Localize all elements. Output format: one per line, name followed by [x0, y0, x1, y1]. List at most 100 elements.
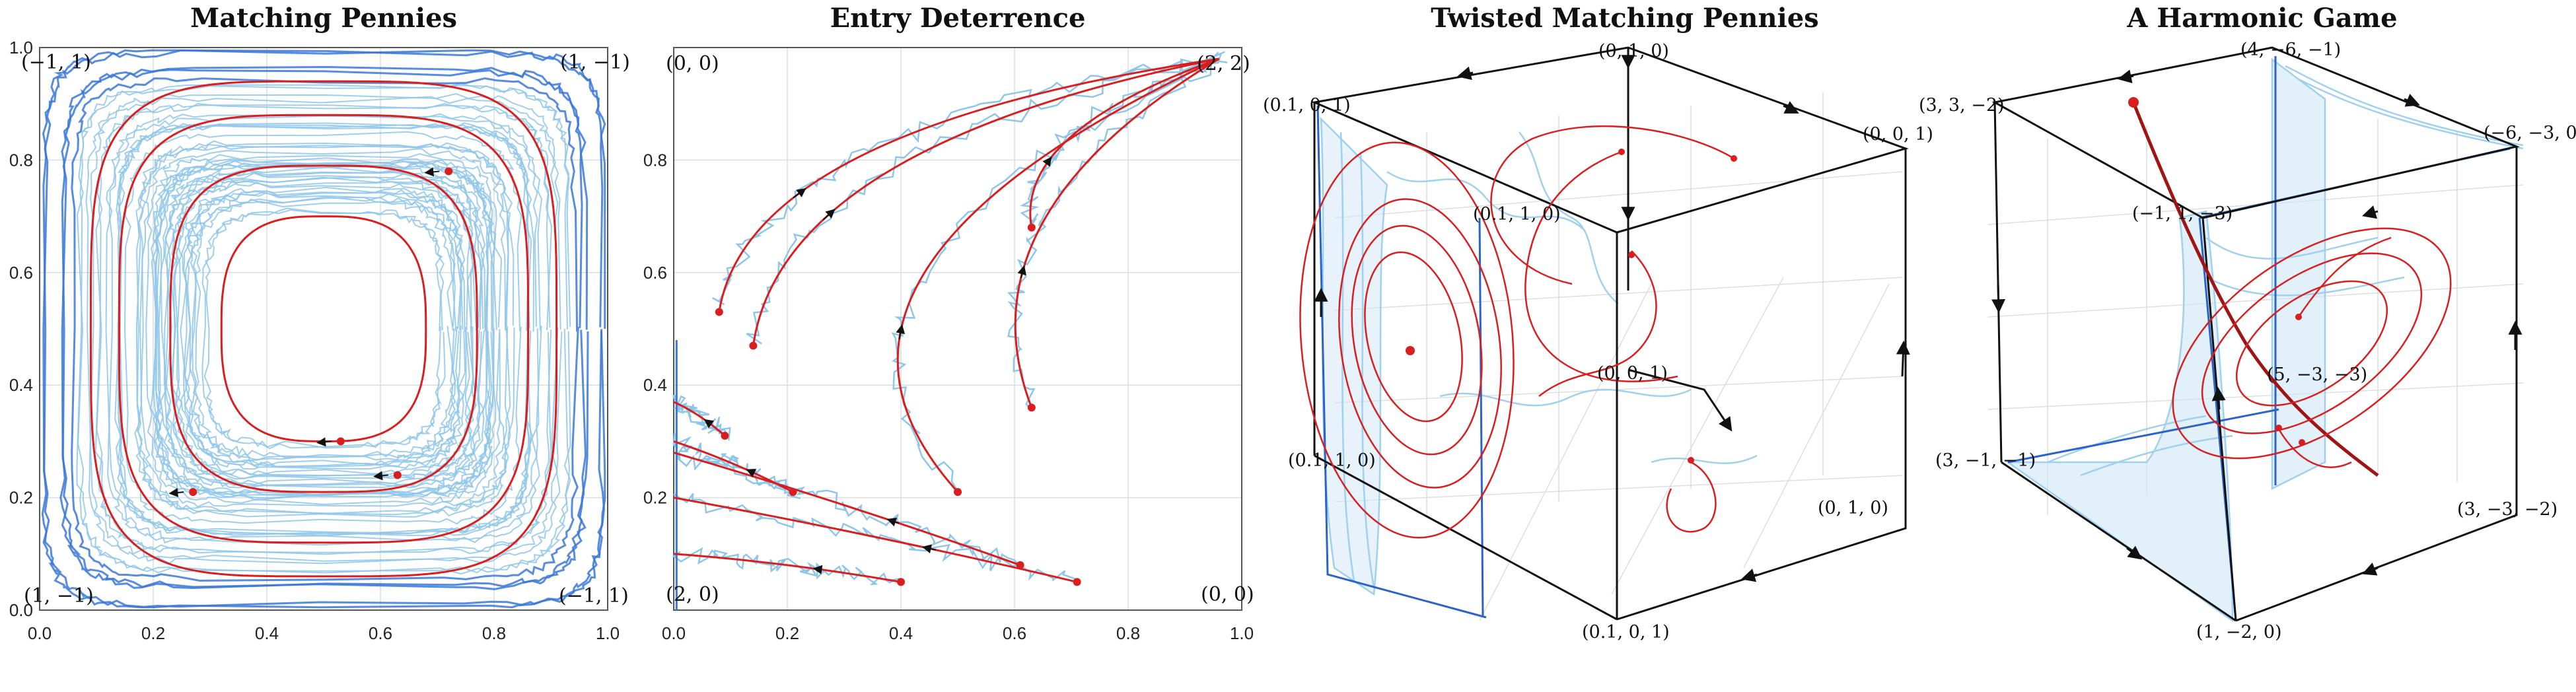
- mp-stochastic-orbit: [170, 176, 478, 480]
- hg-vertex-label-5: (5, −3, −3): [2267, 364, 2367, 385]
- ed-start-point: [954, 488, 962, 497]
- hg-vertex-label-1: (4, −6, −1): [2240, 40, 2341, 60]
- ed-corner-bottom-right: (0, 0): [1201, 583, 1254, 606]
- ed-x-tick-label: 1.0: [1230, 623, 1254, 643]
- ed-deterministic-path: [673, 401, 726, 437]
- hg-dark-blue-edges: [2007, 56, 2511, 621]
- tmp-start-points: [1406, 149, 1737, 464]
- mp-direction-arrow: [316, 437, 332, 447]
- ed-deterministic-path: [673, 497, 1077, 583]
- mp-stochastic-orbit: [150, 157, 497, 501]
- mp-stochastic-orbit: [71, 77, 579, 582]
- mp-stochastic-orbit: [189, 196, 458, 462]
- tmp-vertex-label-7: (0, 1, 0): [1818, 498, 1888, 518]
- mp-corner-top-left: (−1, 1): [21, 51, 91, 74]
- ed-x-tick-label: 0.4: [889, 623, 913, 643]
- hg-vertex-label-2: (3, 3, −2): [1919, 95, 2005, 116]
- panel-title-twisted-matching-pennies: Twisted Matching Pennies: [1431, 3, 1819, 34]
- ed-y-tick-label: 0.2: [643, 488, 667, 508]
- mp-stochastic-orbit: [41, 49, 606, 609]
- ed-stochastic-path: [1020, 53, 1223, 226]
- ed-x-tick-label: 0.0: [662, 623, 686, 643]
- panel-title-harmonic-game: A Harmonic Game: [2127, 3, 2398, 34]
- ed-direction-arrow: [921, 544, 937, 554]
- hg-cube-edges: [1991, 46, 2522, 622]
- mp-stochastic-orbit: [150, 158, 495, 498]
- entry-deterrence-plot: 0.0 0.2 0.4 0.6 0.8 1.0 0.2 0.4 0.6 0.8 (0, 0) (2…: [643, 47, 1254, 643]
- ed-direction-arrow: [746, 469, 757, 477]
- tmp-vertex-label-6: (0.1, 1, 0): [1288, 450, 1376, 471]
- ed-deterministic-path: [718, 57, 1219, 312]
- mp-start-point: [189, 488, 197, 497]
- twisted-matching-pennies-plot: (0, 1, 0) (0, 0, 1) (0.1, 0, 1) (0.1, 1,…: [1263, 41, 1933, 642]
- tmp-cube-edges: [1310, 46, 1910, 621]
- mp-direction-arrow: [168, 488, 184, 497]
- mp-stochastic-orbit: [42, 49, 606, 608]
- mp-stochastic-orbit: [194, 201, 454, 458]
- ed-x-tick-label: 0.6: [1003, 623, 1026, 643]
- mp-y-tick-label: 0.0: [9, 600, 33, 620]
- mp-stochastic-orbit: [61, 69, 587, 590]
- ed-corner-top-left: (0, 0): [666, 52, 719, 75]
- ed-corner-top-right: (2, 2): [1197, 52, 1250, 75]
- hg-vertex-label-3: (−6, −3, 0): [2484, 123, 2576, 143]
- mp-y-tick-label: 0.6: [9, 263, 33, 283]
- mp-start-point: [393, 471, 402, 479]
- mp-y-tick-label: 0.8: [9, 150, 33, 170]
- mp-deterministic-orbit: [89, 80, 558, 578]
- ed-deterministic-path: [896, 57, 1220, 493]
- harmonic-game-plot: (4, −6, −1) (3, 3, −2) (−6, −3, 0) (−1, …: [1919, 40, 2576, 642]
- ed-deterministic-path: [673, 553, 902, 583]
- ed-stochastic-path: [891, 63, 1212, 491]
- mp-deterministic-orbit: [118, 114, 530, 544]
- matching-pennies-frame: [39, 47, 608, 611]
- mp-x-tick-label: 0.6: [369, 623, 392, 643]
- ed-start-point: [1027, 223, 1036, 232]
- tmp-vertex-label-2: (0, 0, 1): [1863, 124, 1933, 145]
- mp-x-tick-label: 0.4: [255, 623, 279, 643]
- mp-x-tick-label: 0.0: [28, 623, 52, 643]
- ed-stochastic-path: [1007, 52, 1219, 410]
- tmp-vertex-label-4: (0.1, 1, 0): [1473, 204, 1561, 225]
- mp-stochastic-orbit: [85, 92, 563, 565]
- mp-stochastic-orbit: [190, 196, 456, 461]
- ed-stochastic-path: [711, 51, 1225, 306]
- mp-x-tick-label: 0.2: [141, 623, 165, 643]
- mp-stochastic-orbit: [117, 123, 532, 534]
- ed-y-tick-label: 0.8: [643, 150, 667, 170]
- ed-direction-arrow: [886, 517, 900, 527]
- mp-stochastic-orbit: [184, 191, 462, 467]
- hg-stochastic-paths: [2005, 57, 2524, 623]
- mp-start-point: [336, 437, 345, 446]
- ed-deterministic-path: [1014, 57, 1220, 408]
- mp-stochastic-orbit: [201, 207, 446, 450]
- ed-y-tick-label: 0.6: [643, 263, 667, 283]
- ed-start-point: [721, 431, 729, 440]
- mp-stochastic-orbit: [155, 162, 493, 497]
- panel-title-entry-deterrence: Entry Deterrence: [830, 3, 1086, 34]
- tmp-vertex-label-5: (0, 0, 1): [1597, 363, 1668, 384]
- mp-corner-bottom-right: (−1, 1): [559, 584, 629, 607]
- mp-stochastic-orbit: [108, 115, 540, 541]
- ed-x-tick-label: 0.2: [775, 623, 799, 643]
- ed-y-tick-label: 0.4: [643, 375, 667, 395]
- mp-x-tick-label: 0.8: [482, 623, 506, 643]
- ed-start-point: [1016, 561, 1024, 569]
- tmp-dark-blue-edge: [1316, 105, 1487, 619]
- ed-direction-arrow: [1017, 265, 1026, 279]
- ed-start-point: [789, 488, 797, 497]
- tmp-deterministic-paths: [1299, 125, 1735, 539]
- tmp-vertex-label-1: (0, 1, 0): [1598, 41, 1669, 61]
- ed-stochastic-path: [672, 547, 900, 586]
- ed-start-point: [1027, 403, 1036, 412]
- mp-stochastic-orbit: [76, 83, 571, 575]
- ed-deterministic-path: [673, 452, 1021, 567]
- mp-stochastic-orbit: [180, 186, 467, 470]
- mp-stochastic-orbit: [140, 148, 507, 508]
- ed-direction-arrow: [1042, 156, 1052, 167]
- mp-stochastic-orbit: [94, 103, 553, 555]
- ed-direction-arrow: [822, 209, 836, 221]
- ed-direction-arrow: [793, 188, 806, 199]
- mp-stochastic-orbit: [164, 170, 485, 489]
